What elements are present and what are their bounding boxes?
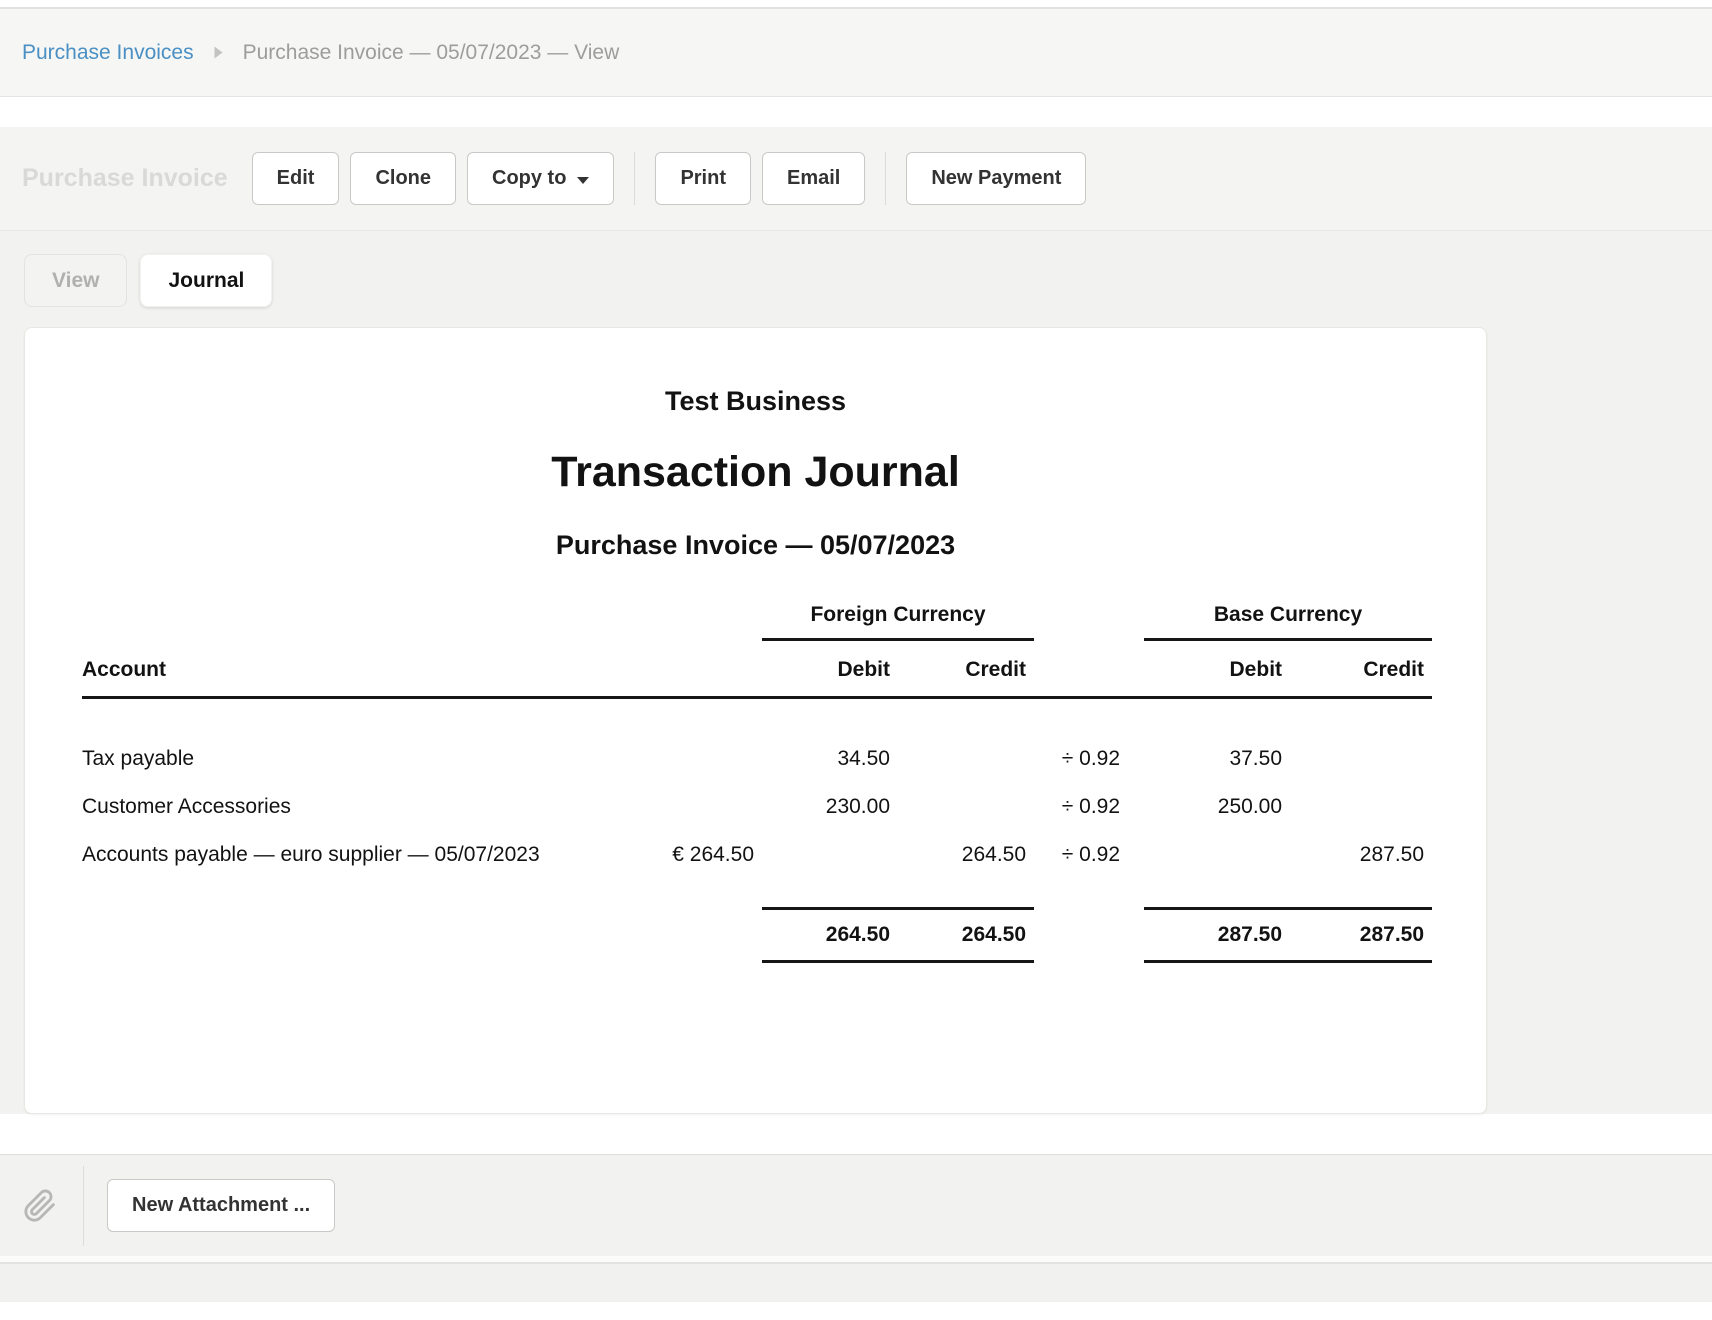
- col-header-bc-debit: Debit: [1144, 639, 1291, 699]
- cell-bc-debit: 250.00: [1217, 794, 1283, 818]
- transaction-journal-table: Foreign Currency Base Currency Account D…: [82, 603, 1433, 963]
- col-header-account: Account: [82, 639, 594, 699]
- totals-spacer: [594, 909, 762, 962]
- totals-spacer: [82, 909, 594, 962]
- caret-down-icon: [577, 176, 590, 184]
- spacer-row: [82, 879, 1432, 909]
- journal-card: Test Business Transaction Journal Purcha…: [24, 327, 1487, 1114]
- email-button[interactable]: Email: [762, 152, 866, 205]
- col-header-spacer: [594, 639, 762, 699]
- col-header-bc-credit: Credit: [1290, 639, 1433, 699]
- cell-exchange-rate: ÷ 0.92: [1061, 794, 1121, 818]
- breadcrumb-link-purchase-invoices[interactable]: Purchase Invoices: [22, 40, 194, 64]
- footer-strip: [0, 1264, 1712, 1302]
- cell-exchange-rate: ÷ 0.92: [1061, 842, 1121, 866]
- spacer-row: [82, 698, 1432, 735]
- document-subtitle: Purchase Invoice — 05/07/2023: [555, 530, 956, 560]
- currency-group-header-row: Foreign Currency Base Currency: [82, 603, 1433, 641]
- edit-button[interactable]: Edit: [251, 152, 340, 205]
- toolbar-context-label: Purchase Invoice: [22, 164, 228, 192]
- breadcrumb: Purchase Invoices Purchase Invoice — 05/…: [0, 9, 1712, 97]
- cell-fc-debit: 230.00: [825, 794, 890, 818]
- cell-account: Customer Accessories: [82, 794, 291, 818]
- copy-to-label: Copy to: [492, 167, 567, 189]
- tab-view[interactable]: View: [24, 254, 128, 307]
- chevron-right-icon: [212, 44, 225, 61]
- cell-account: Tax payable: [82, 746, 195, 770]
- top-border: [0, 0, 1712, 9]
- column-header-row: Account Debit Credit Debit Credit: [82, 639, 1433, 699]
- new-attachment-button[interactable]: New Attachment ...: [107, 1179, 336, 1232]
- total-fc-credit: 264.50: [898, 907, 1035, 963]
- total-bc-credit: 287.50: [1290, 907, 1433, 963]
- view-journal-tabs: View Journal: [24, 254, 1688, 307]
- group-header-spacer: [1034, 603, 1144, 640]
- attachment-section: New Attachment ...: [0, 1154, 1712, 1256]
- table-row: Tax payable 34.50 ÷ 0.92 37.50: [82, 735, 1432, 783]
- vertical-divider: [83, 1165, 84, 1246]
- cell-currency-amount: [594, 735, 762, 783]
- clone-button[interactable]: Clone: [350, 152, 456, 205]
- new-payment-button[interactable]: New Payment: [906, 152, 1087, 205]
- breadcrumb-current: Purchase Invoice — 05/07/2023 — View: [242, 40, 620, 64]
- toolbar-separator: [634, 152, 636, 205]
- cell-exchange-rate: ÷ 0.92: [1061, 746, 1121, 770]
- group-header-spacer: [82, 603, 594, 640]
- total-fc-debit: 264.50: [762, 907, 898, 963]
- toolbar: Purchase Invoice Edit Clone Copy to Prin…: [0, 127, 1712, 231]
- tab-journal[interactable]: Journal: [140, 254, 273, 307]
- totals-spacer: [1034, 909, 1144, 962]
- group-header-foreign-currency: Foreign Currency: [762, 603, 1035, 641]
- group-header-spacer: [594, 603, 762, 640]
- paperclip-icon: [21, 1189, 59, 1223]
- table-row: Accounts payable — euro supplier — 05/07…: [82, 831, 1432, 879]
- cell-bc-credit: [1290, 783, 1432, 831]
- group-header-base-currency: Base Currency: [1144, 603, 1433, 641]
- cell-currency-amount: [594, 783, 762, 831]
- copy-to-dropdown-button[interactable]: Copy to: [467, 152, 615, 205]
- total-bc-debit: 287.50: [1144, 907, 1291, 963]
- spacer-band: [0, 97, 1712, 127]
- cell-account: Accounts payable — euro supplier — 05/07…: [82, 842, 540, 866]
- col-header-spacer: [1034, 639, 1145, 699]
- totals-row: 264.50 264.50 287.50 287.50: [82, 907, 1433, 963]
- cell-bc-debit: [1144, 831, 1290, 879]
- cell-fc-credit: [898, 783, 1034, 831]
- cell-fc-debit: [762, 831, 898, 879]
- col-header-fc-credit: Credit: [898, 639, 1035, 699]
- col-header-fc-debit: Debit: [762, 639, 898, 699]
- cell-bc-credit: [1290, 735, 1432, 783]
- cell-currency-amount: € 264.50: [672, 842, 754, 866]
- main-content: View Journal Test Business Transaction J…: [0, 231, 1712, 1114]
- print-button[interactable]: Print: [655, 152, 751, 205]
- cell-fc-credit: 264.50: [961, 842, 1027, 866]
- footer-divider: [0, 1256, 1712, 1264]
- business-name: Test Business: [664, 386, 847, 416]
- toolbar-separator: [885, 152, 887, 205]
- cell-fc-credit: [898, 735, 1034, 783]
- cell-fc-debit: 34.50: [837, 746, 890, 770]
- cell-bc-debit: 37.50: [1229, 746, 1283, 770]
- table-row: Customer Accessories 230.00 ÷ 0.92 250.0…: [82, 783, 1432, 831]
- cell-bc-credit: 287.50: [1359, 842, 1425, 866]
- page-title: Transaction Journal: [551, 448, 960, 496]
